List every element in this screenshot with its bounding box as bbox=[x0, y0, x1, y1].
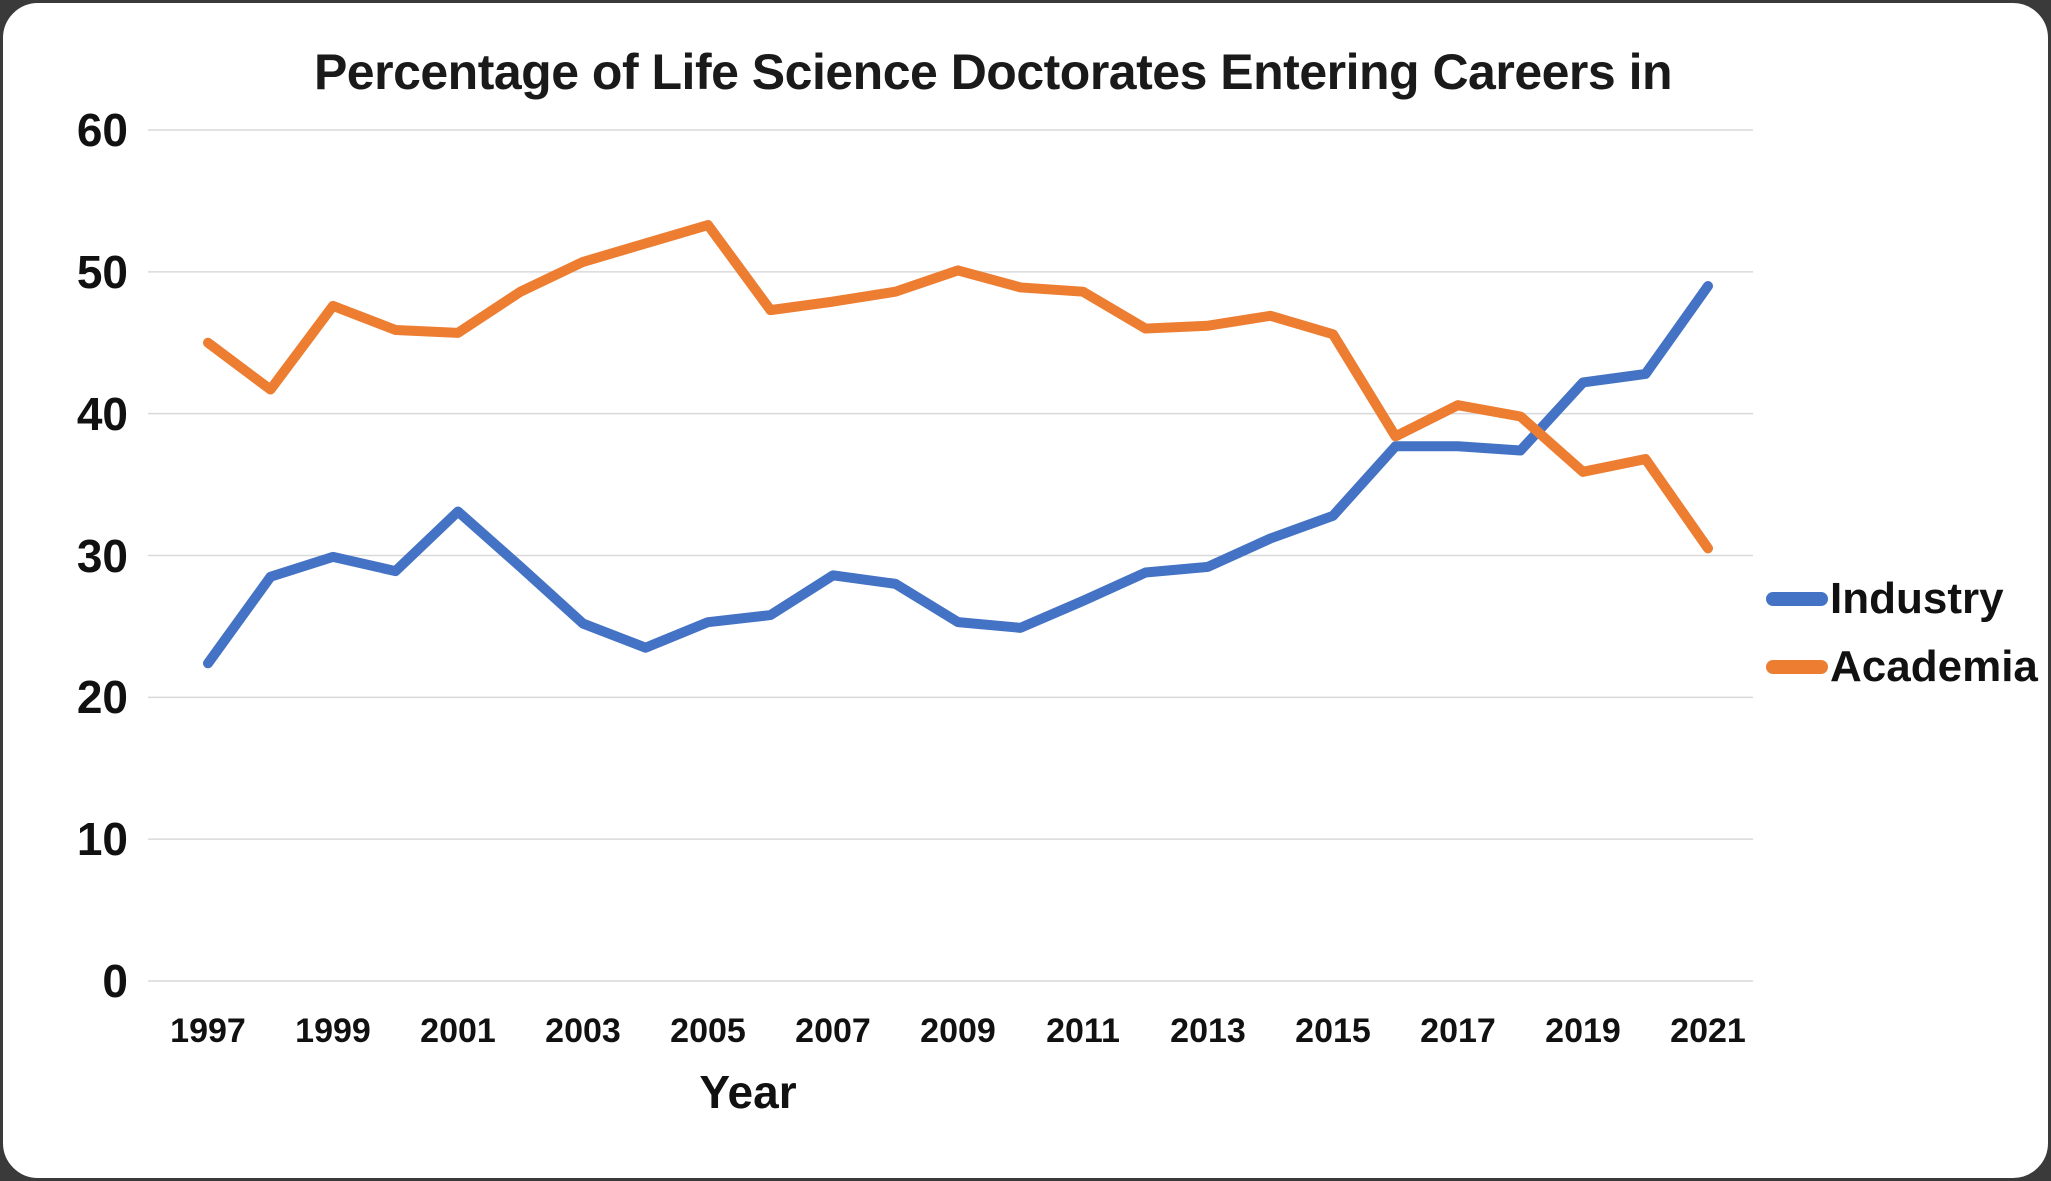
x-axis-tick-label: 2019 bbox=[1545, 1012, 1621, 1050]
x-axis-title: Year bbox=[699, 1066, 797, 1118]
legend-item-academia: Academia bbox=[1766, 642, 2038, 692]
legend-line-swatch-industry bbox=[1766, 592, 1828, 606]
legend-item-industry: Industry bbox=[1766, 574, 2004, 624]
series-line-academia bbox=[203, 220, 1713, 554]
y-axis-tick-label: 60 bbox=[76, 104, 128, 156]
series-line-industry bbox=[203, 281, 1713, 669]
legend-label: Industry bbox=[1830, 574, 2004, 623]
plot-area bbox=[148, 129, 1753, 982]
y-axis-tick-label: 10 bbox=[76, 813, 128, 866]
x-axis-tick-label: 2011 bbox=[1046, 1012, 1120, 1050]
x-axis-tick-label: 2017 bbox=[1420, 1012, 1496, 1050]
legend-line-swatch-academia bbox=[1766, 660, 1828, 674]
x-axis-tick-label: 2015 bbox=[1295, 1012, 1371, 1050]
x-axis-tick-label: 2001 bbox=[420, 1012, 496, 1050]
x-axis-tick-label: 1997 bbox=[170, 1012, 246, 1050]
x-axis-tick-label: 2021 bbox=[1670, 1012, 1746, 1050]
y-axis-tick-label: 40 bbox=[76, 387, 128, 440]
x-axis-tick-label: 1999 bbox=[295, 1012, 371, 1050]
x-axis-tick-label: 2005 bbox=[670, 1012, 746, 1050]
legend-label: Academia bbox=[1830, 642, 2038, 691]
x-axis-tick-label: 2009 bbox=[920, 1012, 996, 1050]
x-axis-tick-label: 2003 bbox=[545, 1012, 621, 1050]
y-axis-tick-label: 20 bbox=[76, 671, 128, 724]
y-axis-tick-label: 50 bbox=[76, 245, 128, 298]
chart-title: Percentage of Life Science Doctorates En… bbox=[313, 44, 1673, 100]
y-axis-tick-label: 30 bbox=[76, 529, 128, 582]
x-axis-tick-label: 2007 bbox=[795, 1012, 871, 1050]
x-axis-tick-label: 2013 bbox=[1170, 1012, 1246, 1050]
y-axis-tick-label: 0 bbox=[102, 955, 128, 1007]
